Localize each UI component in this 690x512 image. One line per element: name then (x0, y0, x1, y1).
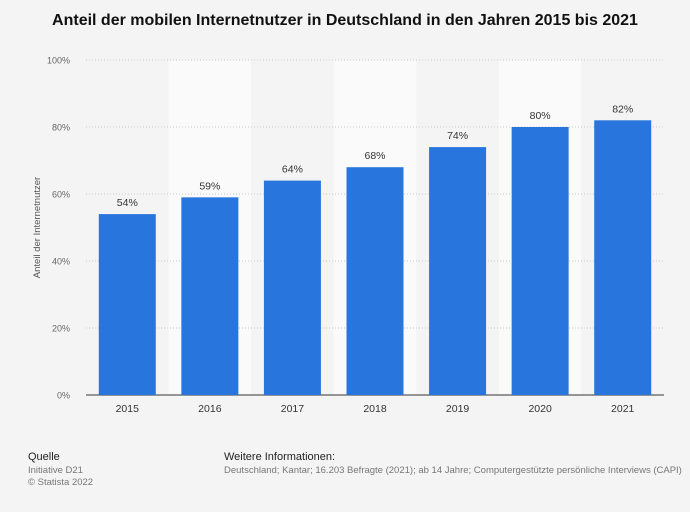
y-tick-label: 60% (52, 190, 70, 200)
bar-2017[interactable] (263, 180, 321, 395)
bar-value-label: 82% (612, 103, 633, 115)
x-tick-label: 2020 (528, 403, 552, 415)
source-heading: Quelle (28, 451, 60, 463)
x-tick-label: 2017 (281, 403, 305, 415)
source-line-1: Initiative D21 (28, 465, 83, 476)
bar-value-label: 74% (447, 130, 468, 142)
bar-value-label: 80% (530, 110, 551, 122)
x-tick-label: 2019 (446, 403, 470, 415)
info-text: Deutschland; Kantar; 16.203 Befragte (20… (224, 465, 682, 476)
bar-value-label: 59% (199, 180, 220, 192)
x-tick-label: 2021 (611, 403, 635, 415)
bar-chart: 0% 20% 40% 60% 80% 100% Anteil der Internetnut… (32, 56, 664, 415)
x-tick-label: 2018 (363, 403, 387, 415)
y-tick-label: 100% (47, 56, 70, 66)
bar-2019[interactable] (429, 147, 487, 395)
bar-2020[interactable] (511, 127, 569, 395)
bar-2018[interactable] (346, 167, 404, 395)
y-tick-label: 20% (52, 324, 70, 334)
y-tick-label: 0% (57, 391, 70, 401)
bar-value-label: 64% (282, 164, 303, 176)
x-tick-label: 2016 (198, 403, 222, 415)
bar-value-label: 54% (117, 197, 138, 209)
bar-2016[interactable] (181, 197, 239, 395)
source-line-2[interactable]: © Statista 2022 (28, 477, 94, 488)
bar-2015[interactable] (98, 214, 156, 395)
x-tick-label: 2015 (116, 403, 140, 415)
y-tick-label: 80% (52, 123, 70, 133)
bar-value-label: 68% (364, 150, 385, 162)
y-axis-label: Anteil der Internetnutzer (32, 177, 43, 278)
info-heading: Weitere Informationen: (224, 451, 336, 463)
chart-title: Anteil der mobilen Internetnutzer in Deu… (52, 12, 638, 29)
y-tick-label: 40% (52, 257, 70, 267)
bar-2021[interactable] (594, 120, 652, 396)
